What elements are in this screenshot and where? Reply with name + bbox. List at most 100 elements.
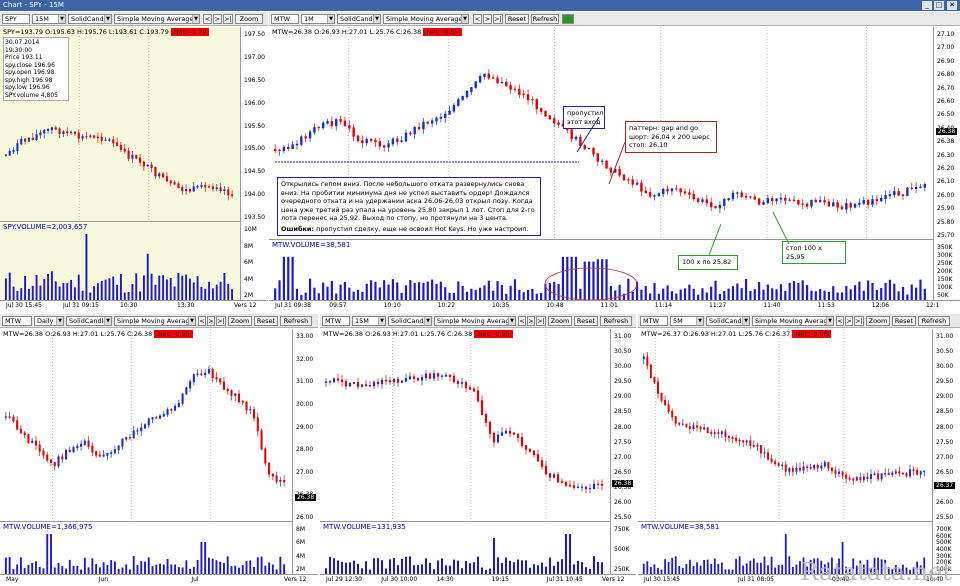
zoom-button[interactable]: Zoom (228, 316, 252, 326)
volume-bar (631, 291, 634, 300)
volume-bar (54, 281, 57, 300)
candle-body (832, 202, 835, 207)
price-plot[interactable]: SPY=193.79 O:195.63 H:195.76 L:193.61 C:193.… (0, 27, 240, 222)
volume-bar (485, 569, 487, 574)
reset-button[interactable]: Reset (505, 14, 529, 24)
close-button[interactable]: ✕ (947, 1, 957, 10)
symbol-input[interactable]: MTW (271, 14, 299, 24)
minimize-button[interactable]: _ (922, 1, 932, 10)
volume-bar (915, 287, 918, 300)
candle-body (95, 451, 98, 456)
volume-bar (227, 283, 230, 300)
volume-bar (365, 561, 367, 574)
symbol-input[interactable]: MTW (2, 316, 32, 326)
chart-settings-icon[interactable] (562, 14, 574, 24)
price-tick-label: 28.00 (614, 423, 632, 431)
volume-bar (349, 562, 351, 574)
price-plot[interactable]: MTW=26.37 O:26.93 H:27.01 L:25.76 C:26.37 Net… (638, 329, 932, 522)
volume-bar (385, 568, 387, 574)
price-tick-label: 100K (937, 284, 953, 291)
volume-bar (177, 567, 180, 574)
price-tick-label: 100K (936, 566, 952, 573)
interval-select[interactable]: 1M ▼ (301, 14, 335, 24)
zoom-button[interactable]: Zoom (548, 316, 572, 326)
scroll-end-button[interactable]: >| (493, 14, 503, 24)
price-tick-label: 26.20 (937, 165, 955, 172)
study-select[interactable]: Simple Moving Average ▼ (114, 316, 196, 326)
zoom-button[interactable]: Zoom (866, 316, 890, 326)
study-select[interactable]: Simple Moving Average ▼ (114, 14, 200, 24)
scroll-right-button[interactable]: > (213, 14, 222, 24)
candle-body (70, 131, 73, 133)
study-select[interactable]: Simple Moving Average ▼ (434, 316, 516, 326)
scroll-left-button[interactable]: < (203, 14, 212, 24)
volume-bar (405, 556, 407, 574)
interval-select[interactable]: 5M ▼ (670, 316, 704, 326)
symbol-input[interactable]: SPY (2, 14, 30, 24)
style-select[interactable]: SolidCandle ▼ (388, 316, 432, 326)
scroll-right-button[interactable]: > (207, 316, 215, 326)
volume-bar (505, 557, 507, 574)
candle-body (420, 377, 424, 381)
price-plot[interactable]: MTW=26.38 O:26.93 H:27.01 L:25.76 C:26.38 Net… (269, 27, 933, 240)
candle-body (162, 413, 165, 417)
reset-button[interactable]: Reset (892, 316, 916, 326)
price-plot[interactable]: MTW=26.38 O:26.93 H:27.01 L:25.76 C:26.38 Net… (320, 329, 610, 522)
volume-bar (322, 282, 325, 300)
volume-bar (102, 562, 105, 574)
scroll-left-button[interactable]: < (473, 14, 482, 24)
scroll-end-button[interactable]: >| (223, 14, 233, 24)
refresh-button[interactable]: Refresh (600, 316, 632, 326)
style-select[interactable]: SolidCandle ▼ (337, 14, 381, 24)
candle-body (426, 121, 429, 124)
reset-button[interactable]: Reset (254, 316, 278, 326)
zoom-button[interactable]: Zoom (235, 14, 263, 24)
style-select[interactable]: SolidCandle ▼ (66, 316, 112, 326)
price-plot[interactable]: MTW=26.38 O:26.93 H:27.01 L:25.76 C:26.38 Net… (0, 329, 292, 522)
scroll-right-button[interactable]: > (845, 316, 853, 326)
candle-body (237, 393, 241, 402)
interval-select[interactable]: Daily ▼ (34, 316, 64, 326)
volume-bar (749, 290, 752, 300)
scroll-end-button[interactable]: >| (216, 316, 226, 326)
candle-body (862, 476, 865, 481)
style-select[interactable]: SolidCandle ▼ (68, 14, 112, 24)
scroll-right-button[interactable]: > (483, 14, 492, 24)
candle-body (57, 456, 60, 467)
scroll-left-button[interactable]: < (836, 316, 844, 326)
interval-select[interactable]: 15M ▼ (352, 316, 386, 326)
study-select[interactable]: Simple Moving Average ▼ (752, 316, 834, 326)
candle-body (368, 385, 372, 387)
scroll-end-button[interactable]: >| (536, 316, 546, 326)
symbol-input[interactable]: MTW (640, 316, 668, 326)
symbol-input[interactable]: MTW (322, 316, 350, 326)
volume-bar (291, 256, 294, 300)
candle-body (742, 440, 745, 443)
scroll-left-button[interactable]: < (198, 316, 206, 326)
scroll-right-button[interactable]: > (527, 316, 535, 326)
volume-bar (662, 288, 665, 300)
refresh-button[interactable]: Refresh (280, 316, 312, 326)
refresh-button[interactable]: Refresh (918, 316, 950, 326)
candle-body (710, 432, 713, 434)
interval-select[interactable]: 15M ▼ (32, 14, 66, 24)
price-tick-label: 27.10 (937, 31, 955, 38)
candle-body (452, 104, 456, 112)
volume-bar (35, 274, 38, 300)
style-select[interactable]: SolidCandle ▼ (706, 316, 750, 326)
candle-body (553, 118, 556, 124)
candle-body (77, 132, 80, 139)
candle-body (820, 465, 823, 469)
scroll-end-button[interactable]: >| (854, 316, 864, 326)
maximize-button[interactable]: □ (934, 1, 944, 10)
volume-bar (916, 561, 919, 574)
reset-button[interactable]: Reset (574, 316, 598, 326)
volume-bar (12, 569, 15, 574)
volume-bar (106, 565, 109, 574)
candle-body (706, 427, 709, 434)
candle-body (330, 121, 334, 127)
volume-bar (230, 566, 233, 574)
scroll-left-button[interactable]: < (518, 316, 526, 326)
refresh-button[interactable]: Refresh (531, 14, 559, 24)
study-select[interactable]: Simple Moving Average ▼ (383, 14, 469, 24)
